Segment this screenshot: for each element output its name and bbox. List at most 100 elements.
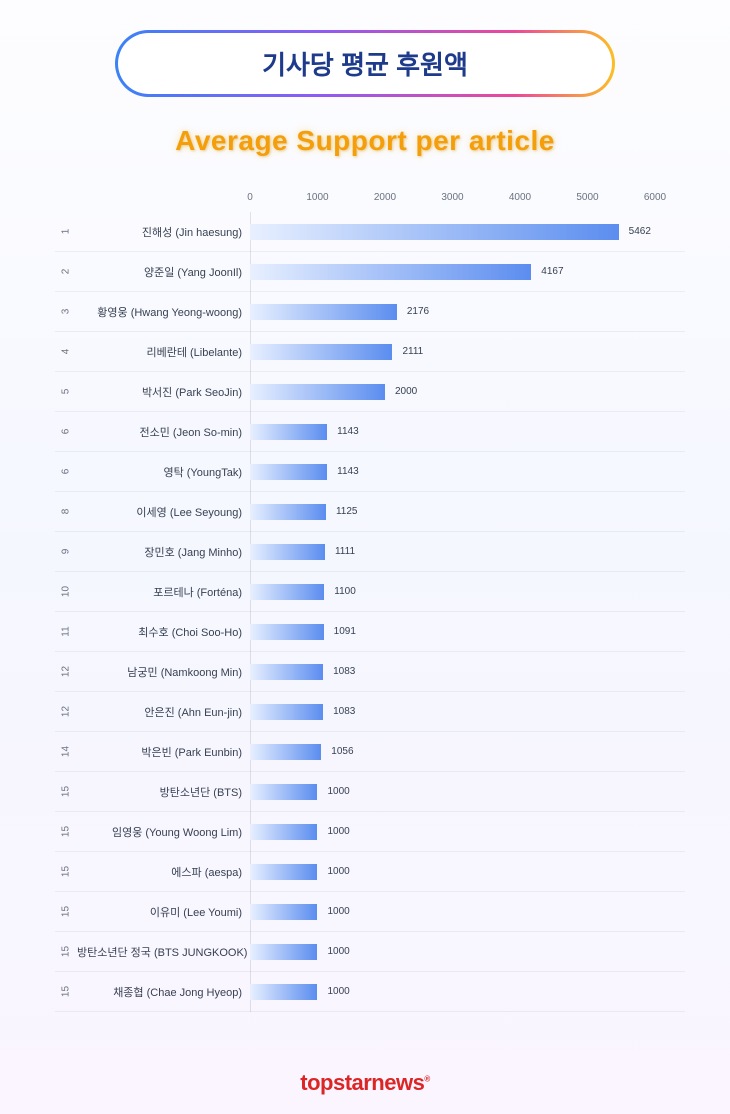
row-label: 박서진 (Park SeoJin): [77, 384, 250, 400]
bar: [250, 864, 317, 880]
chart-row: 15임영웅 (Young Woong Lim)1000: [55, 812, 685, 852]
bar: [250, 784, 317, 800]
chart-row: 12 남궁민 (Namkoong Min) 1083: [55, 652, 685, 692]
x-tick-label: 0: [247, 192, 253, 203]
bar: [250, 904, 317, 920]
row-label: 채종협 (Chae Jong Hyeop): [77, 984, 250, 1000]
bar-value: 1143: [337, 466, 359, 477]
bar: [250, 624, 324, 640]
rank-label: 14: [61, 741, 72, 763]
bar: [250, 224, 619, 240]
bar: [250, 944, 317, 960]
bar-value: 1000: [327, 826, 349, 837]
rank-label: 15: [61, 781, 72, 803]
bar-value: 1111: [335, 546, 355, 557]
row-label: 이세영 (Lee Seyoung): [77, 504, 250, 520]
chart-row: 15 방탄소년단 (BTS) 1000: [55, 772, 685, 812]
rank-label: 12: [61, 701, 72, 723]
bar-value: 1125: [336, 506, 358, 517]
bar-cell: 5462: [250, 212, 685, 251]
trademark-icon: ®: [424, 1075, 429, 1084]
row-label: 방탄소년단 (BTS): [77, 784, 250, 800]
bar: [250, 504, 326, 520]
chart-row: 1진해성 (Jin haesung)5462: [55, 212, 685, 252]
rank-label: 11: [61, 621, 72, 643]
bar: [250, 544, 325, 560]
chart-row: 11최수호 (Choi Soo-Ho)1091: [55, 612, 685, 652]
bar-cell: 4167: [250, 252, 685, 291]
row-label: 최수호 (Choi Soo-Ho): [77, 624, 250, 640]
chart-row: 6 전소민 (Jeon So-min) 1143: [55, 412, 685, 452]
row-label: 리베란테 (Libelante): [77, 344, 250, 360]
x-tick-label: 6000: [644, 192, 666, 203]
row-label: 박은빈 (Park Eunbin): [77, 744, 250, 760]
x-tick-label: 5000: [576, 192, 598, 203]
bar: [250, 744, 321, 760]
bar: [250, 384, 385, 400]
subtitle: Average Support per article: [0, 125, 730, 157]
rank-label: 2: [61, 261, 72, 283]
bar-value: 1000: [327, 906, 349, 917]
bar-value: 1000: [327, 786, 349, 797]
rank-label: 15: [61, 821, 72, 843]
title-box: 기사당 평균 후원액: [115, 30, 615, 97]
chart-row: 12 안은진 (Ahn Eun-jin) 1083: [55, 692, 685, 732]
chart-row: 6 영탁 (YoungTak) 1143: [55, 452, 685, 492]
bar-value: 1143: [337, 426, 359, 437]
rank-label: 12: [61, 661, 72, 683]
row-label: 이유미 (Lee Youmi): [77, 904, 250, 920]
row-label: 에스파 (aespa): [77, 864, 250, 880]
bar-value: 1056: [331, 746, 353, 757]
row-label: 남궁민 (Namkoong Min): [77, 664, 250, 680]
bar-value: 1000: [327, 986, 349, 997]
row-label: 황영웅 (Hwang Yeong-woong): [77, 304, 250, 320]
bar-cell: 1100: [250, 572, 685, 611]
rank-label: 15: [61, 861, 72, 883]
rank-label: 4: [61, 341, 72, 363]
rank-label: 6: [61, 461, 72, 483]
rank-label: 15: [61, 941, 72, 963]
row-label: 진해성 (Jin haesung): [77, 224, 250, 240]
bar-value: 1000: [327, 946, 349, 957]
bar-value: 2000: [395, 386, 417, 397]
row-label: 양준일 (Yang JoonIl): [77, 264, 250, 280]
x-tick-label: 2000: [374, 192, 396, 203]
bar-cell: 1083: [250, 692, 685, 731]
bar-chart: 0100020003000400050006000 1진해성 (Jin haes…: [55, 192, 685, 1022]
chart-row: 5박서진 (Park SeoJin)2000: [55, 372, 685, 412]
rank-label: 6: [61, 421, 72, 443]
rank-label: 3: [61, 301, 72, 323]
row-label: 영탁 (YoungTak): [77, 464, 250, 480]
bar: [250, 464, 327, 480]
chart-row: 15에스파 (aespa)1000: [55, 852, 685, 892]
chart-rows: 1진해성 (Jin haesung)54622양준일 (Yang JoonIl)…: [55, 212, 685, 1012]
bar: [250, 264, 531, 280]
bar-value: 4167: [541, 266, 563, 277]
bar-value: 5462: [629, 226, 651, 237]
bar-value: 2176: [407, 306, 429, 317]
row-label: 안은진 (Ahn Eun-jin): [77, 704, 250, 720]
chart-row: 3 황영웅 (Hwang Yeong-woong) 2176: [55, 292, 685, 332]
bar-cell: 1056: [250, 732, 685, 771]
row-label: 포르테나 (Forténa): [77, 584, 250, 600]
bar: [250, 824, 317, 840]
bar: [250, 664, 323, 680]
chart-row: 9 장민호 (Jang Minho) 1111: [55, 532, 685, 572]
bar-value: 2111: [402, 346, 423, 357]
row-label: 장민호 (Jang Minho): [77, 544, 250, 560]
brand-logo: topstarnews®: [0, 1070, 730, 1096]
bar-value: 1083: [333, 666, 355, 677]
chart-row: 15방탄소년단 정국 (BTS JUNGKOOK)1000: [55, 932, 685, 972]
bar: [250, 984, 317, 1000]
bar-cell: 1111: [250, 532, 685, 571]
bar-value: 1083: [333, 706, 355, 717]
bar-cell: 1143: [250, 412, 685, 451]
rank-label: 9: [61, 541, 72, 563]
bar-cell: 1000: [250, 972, 685, 1011]
bar: [250, 304, 397, 320]
bar-cell: 1143: [250, 452, 685, 491]
row-label: 전소민 (Jeon So-min): [77, 424, 250, 440]
bar-cell: 2000: [250, 372, 685, 411]
bar-cell: 1000: [250, 812, 685, 851]
x-tick-label: 4000: [509, 192, 531, 203]
